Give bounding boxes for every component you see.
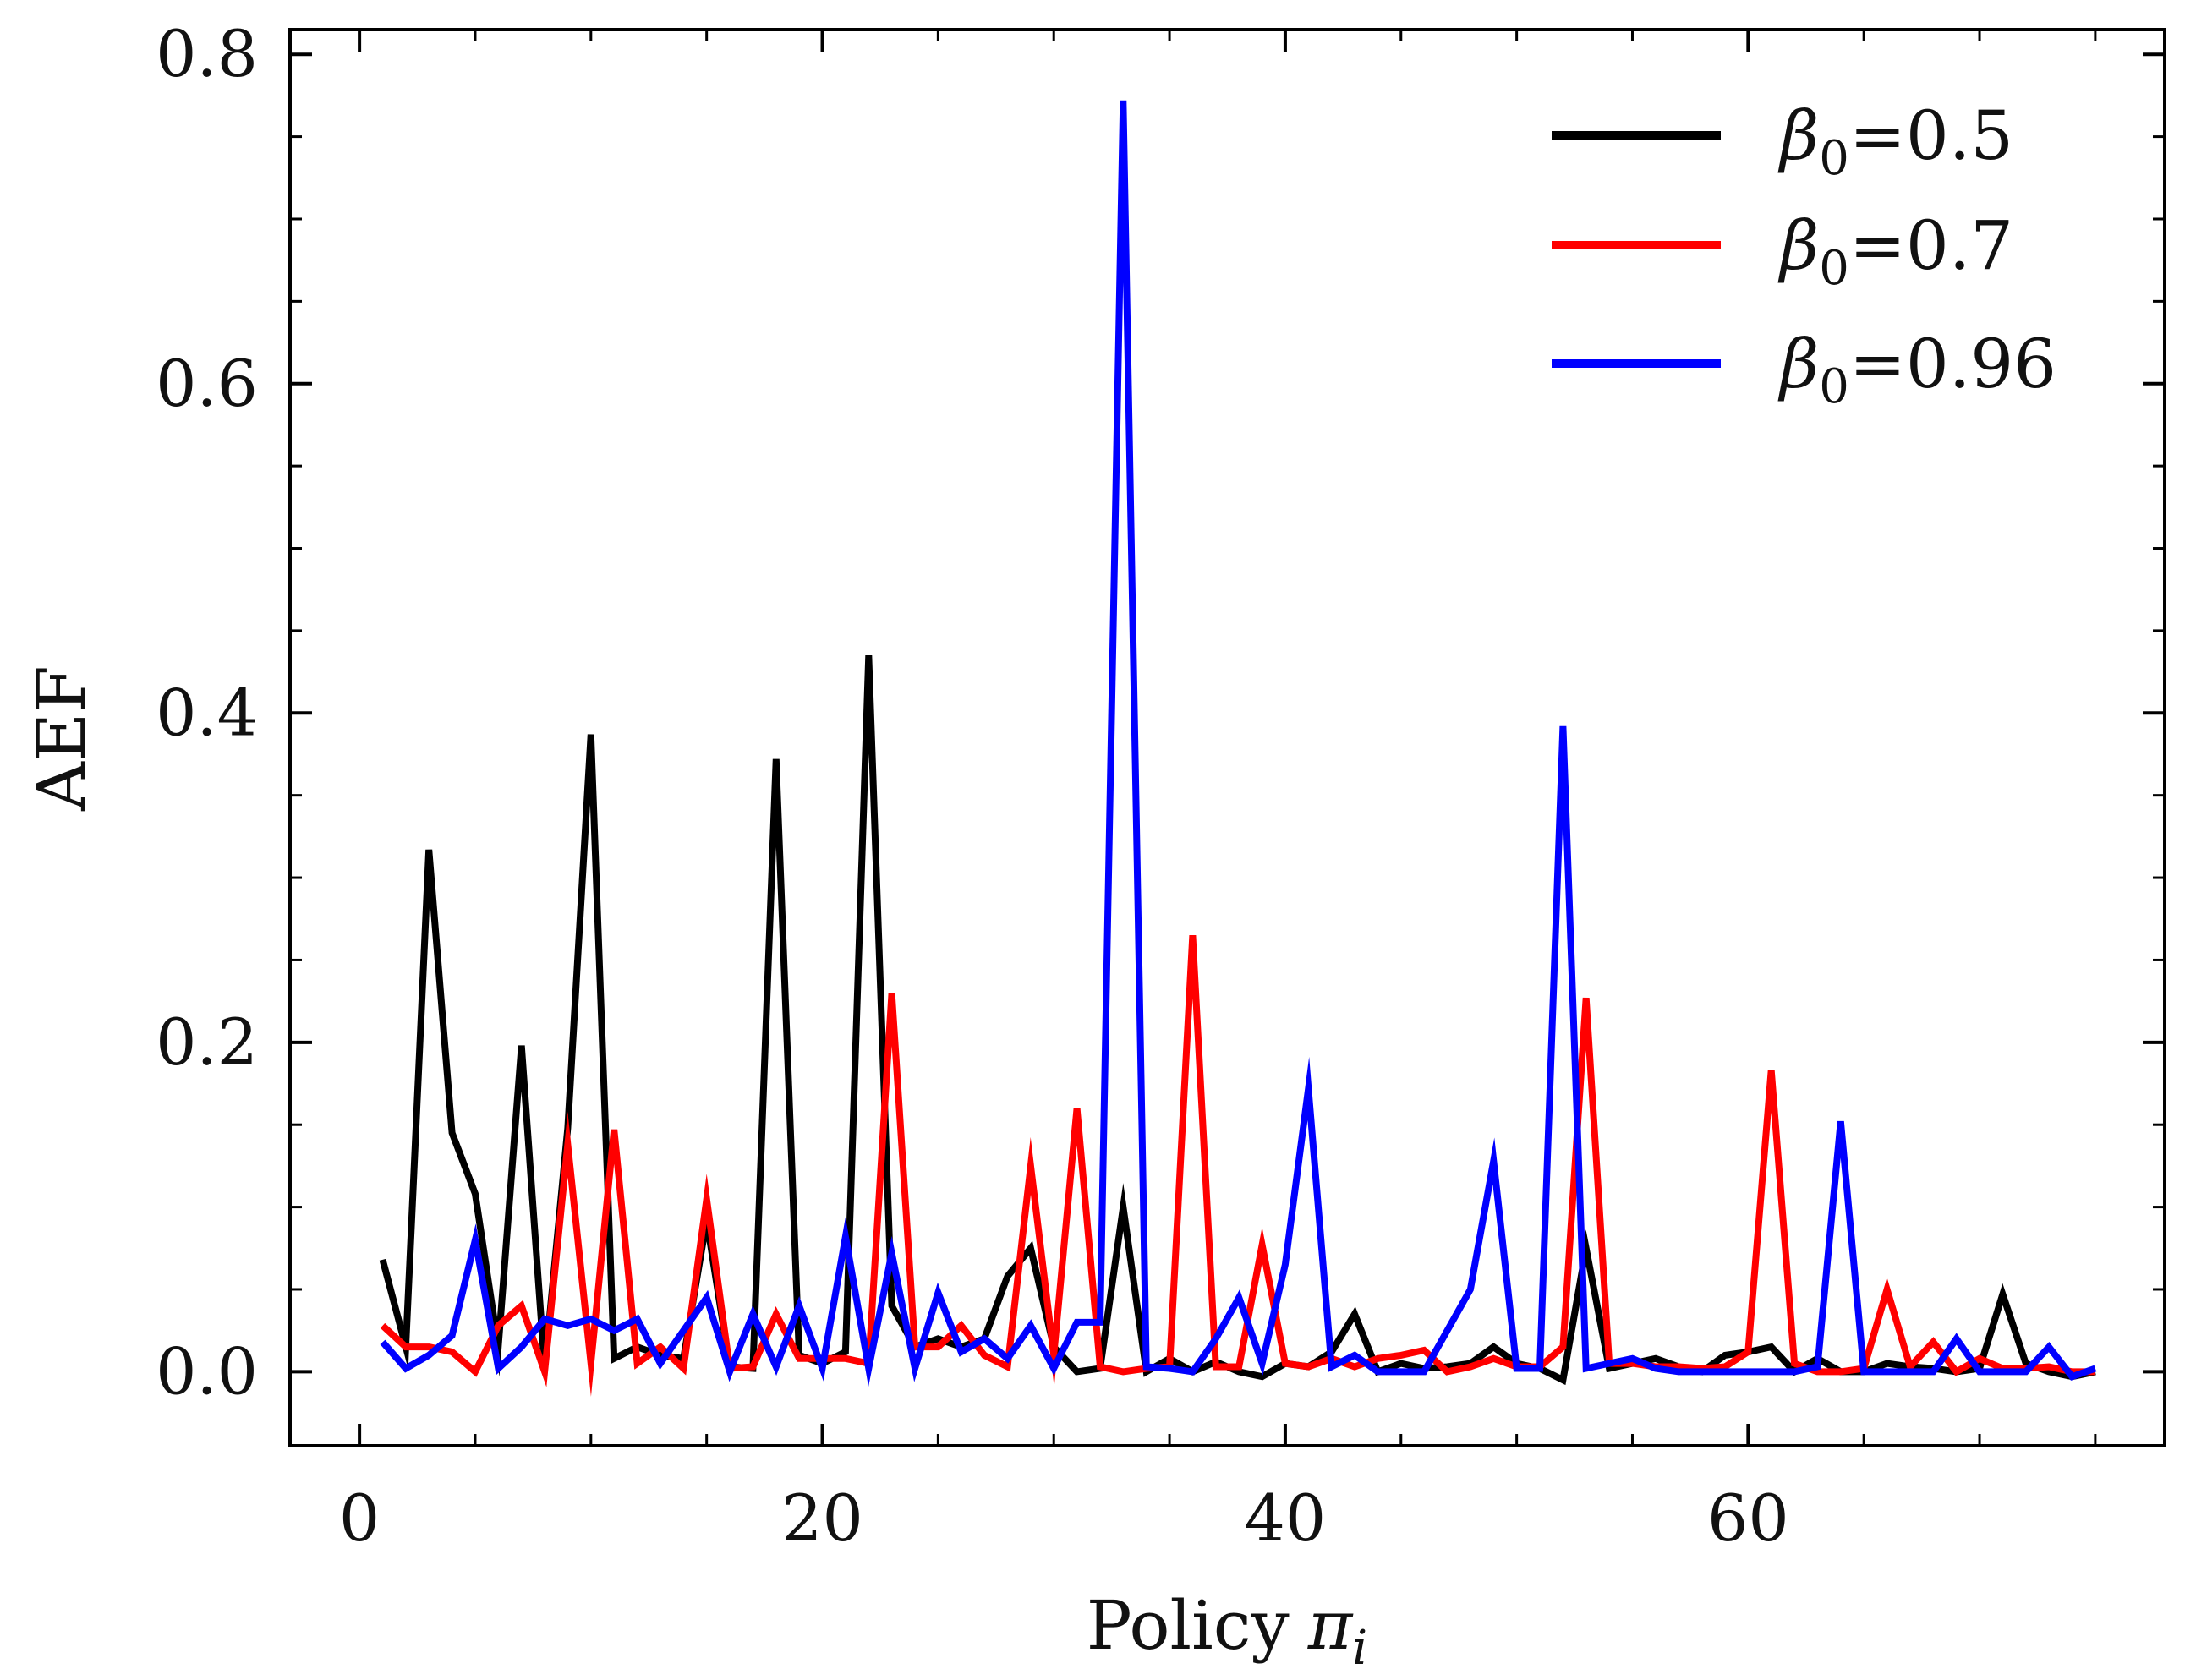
tick-layer: 0 20 40 60 0.0 0.2 0.4 0.6 0.8: [156, 16, 2165, 1556]
x-axis-label-subscript: i: [1352, 1621, 1367, 1676]
legend-label-1: β0=0.5: [1777, 96, 2013, 186]
legend-subscript: 0: [1819, 359, 1849, 414]
x-tick-label: 20: [781, 1480, 863, 1556]
x-axis-label: Policy πi: [1087, 1586, 1367, 1676]
x-axis-label-text: Policy: [1087, 1586, 1290, 1665]
legend-label-3: β0=0.96: [1777, 325, 2056, 414]
legend: β0=0.5β0=0.7β0=0.96: [1552, 96, 2056, 414]
plot-frame: [288, 28, 2166, 1447]
legend-subscript: 0: [1819, 131, 1849, 186]
legend-symbol: β: [1777, 96, 1819, 175]
y-axis-label: AEF: [22, 665, 101, 812]
y-tick-label: 0.6: [156, 346, 258, 421]
legend-symbol: β: [1777, 206, 1819, 285]
series-layer: [379, 100, 2097, 1397]
y-tick-label: 0.0: [156, 1333, 258, 1409]
x-tick-label: 40: [1245, 1480, 1327, 1556]
legend-value: =0.7: [1849, 206, 2013, 285]
legend-symbol: β: [1777, 325, 1819, 403]
y-tick-label: 0.2: [156, 1004, 258, 1080]
x-tick-label: 60: [1707, 1480, 1789, 1556]
y-tick-label: 0.4: [156, 675, 258, 750]
y-tick-label: 0.8: [156, 16, 258, 91]
legend-value: =0.96: [1849, 325, 2056, 403]
legend-label-2: β0=0.7: [1777, 206, 2013, 296]
legend-value: =0.5: [1849, 96, 2013, 175]
legend-subscript: 0: [1819, 241, 1849, 296]
series-line-3: [380, 100, 2097, 1387]
x-axis-label-symbol: π: [1307, 1586, 1354, 1665]
x-tick-label: 0: [339, 1480, 380, 1556]
